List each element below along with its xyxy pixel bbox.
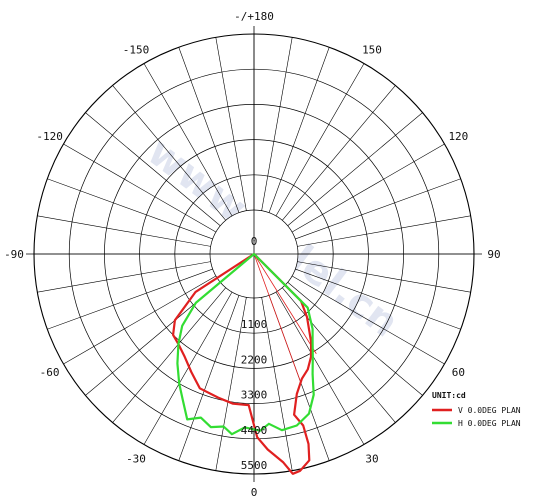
grid-ring (33, 33, 475, 475)
grid-ray (112, 287, 226, 423)
angle-tick-label: -60 (40, 366, 60, 379)
legend-entry: H 0.0DEG PLAN (458, 419, 521, 428)
grid-ray (261, 37, 293, 211)
legend-entry: V 0.0DEG PLAN (458, 406, 521, 415)
grid-ray (143, 291, 233, 445)
series-line-v-plan (172, 252, 313, 475)
grid-ray (291, 143, 445, 233)
angle-tick-label: 120 (448, 130, 468, 143)
grid-ray (215, 297, 247, 471)
grid-ray (291, 275, 445, 365)
angle-labels: 0 30 60 90 120 150 -/+180 -150 -120 -90 -60 -30 (4, 10, 501, 499)
angle-tick-label: 30 (365, 452, 378, 465)
grid-ray (282, 85, 396, 221)
unit-label: UNIT:cd (432, 391, 466, 400)
grid-ray (275, 291, 365, 445)
grid-ray (297, 215, 471, 247)
series-line-h-plan (176, 252, 315, 436)
ring-label: 5500 (241, 459, 268, 472)
grid-ray (112, 85, 226, 221)
grid-ray (282, 287, 396, 423)
grid-ray (47, 178, 213, 240)
grid-ray (178, 295, 240, 461)
ring-label: 3300 (241, 389, 268, 402)
angle-tick-label: 90 (487, 248, 500, 261)
grid-ray (287, 112, 423, 226)
grid-ring (139, 139, 369, 369)
ring-labels: 1100 2200 3300 4400 5500 (241, 318, 268, 472)
grid-ray (297, 261, 471, 293)
reference-rays (253, 253, 317, 385)
grid-ray (63, 143, 217, 233)
angle-tick-label: 60 (452, 366, 465, 379)
ring-label: 2200 (241, 353, 268, 366)
angle-tick-label: -90 (4, 248, 24, 261)
angle-tick-label: -120 (36, 130, 63, 143)
grid-ray (275, 63, 365, 217)
angle-tick-label: -150 (123, 44, 150, 57)
grid-ray (143, 63, 233, 217)
ring-label: 4400 (241, 424, 268, 437)
grid-rings (33, 33, 475, 475)
reference-ray (253, 253, 317, 354)
grid-ray (63, 275, 217, 365)
grid-ring (104, 104, 404, 404)
grid-ray (85, 112, 221, 226)
ring-label: 1100 (241, 318, 268, 331)
legend: UNIT:cd V 0.0DEG PLAN H 0.0DEG PLAN (432, 391, 521, 428)
angle-tick-label: -/+180 (234, 10, 274, 23)
grid-ray (287, 282, 423, 396)
center-label: 0 (251, 235, 258, 248)
grid-ray (295, 178, 461, 240)
grid-ray (47, 268, 213, 330)
grid-ray (268, 47, 330, 213)
grid-ray (215, 37, 247, 211)
grid-ring (68, 68, 440, 440)
grid-ray (37, 215, 211, 247)
grid-ray (295, 268, 461, 330)
grid-ring (174, 174, 334, 334)
grid-ray (261, 297, 293, 471)
angle-tick-label: -30 (126, 452, 146, 465)
reference-ray (253, 253, 302, 385)
grid-ray (37, 261, 211, 293)
angle-tick-label: 150 (362, 44, 382, 57)
series-layer (172, 252, 315, 475)
angle-tick-label: 0 (251, 486, 258, 499)
grid-ray (178, 47, 240, 213)
